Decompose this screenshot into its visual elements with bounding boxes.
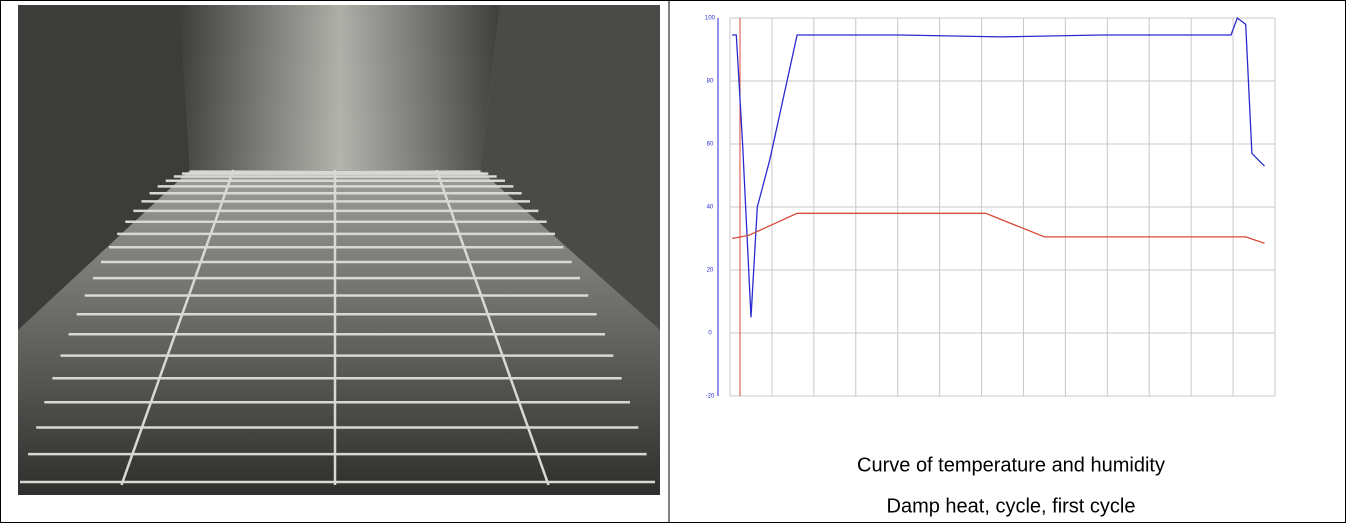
caption: Curve of temperature and humidity bbox=[857, 454, 1165, 476]
data-line bbox=[732, 16, 1265, 318]
rack-rail bbox=[435, 169, 550, 486]
y-tick-label: 80 bbox=[707, 79, 714, 85]
photo bbox=[18, 5, 660, 495]
rack-rail bbox=[120, 169, 235, 486]
y-tick-label: 100 bbox=[705, 16, 716, 22]
data-line bbox=[731, 212, 1265, 244]
chart: -20 0 20 40 60 80 100 bbox=[705, 16, 1276, 400]
y-tick-label: -20 bbox=[706, 394, 715, 400]
y-tick-label: 60 bbox=[707, 142, 714, 148]
y-tick-label: 20 bbox=[707, 268, 714, 274]
caption: Damp heat, cycle, first cycle bbox=[887, 495, 1136, 517]
y-tick-label: 0 bbox=[708, 331, 712, 337]
y-tick-label: 40 bbox=[707, 205, 714, 211]
